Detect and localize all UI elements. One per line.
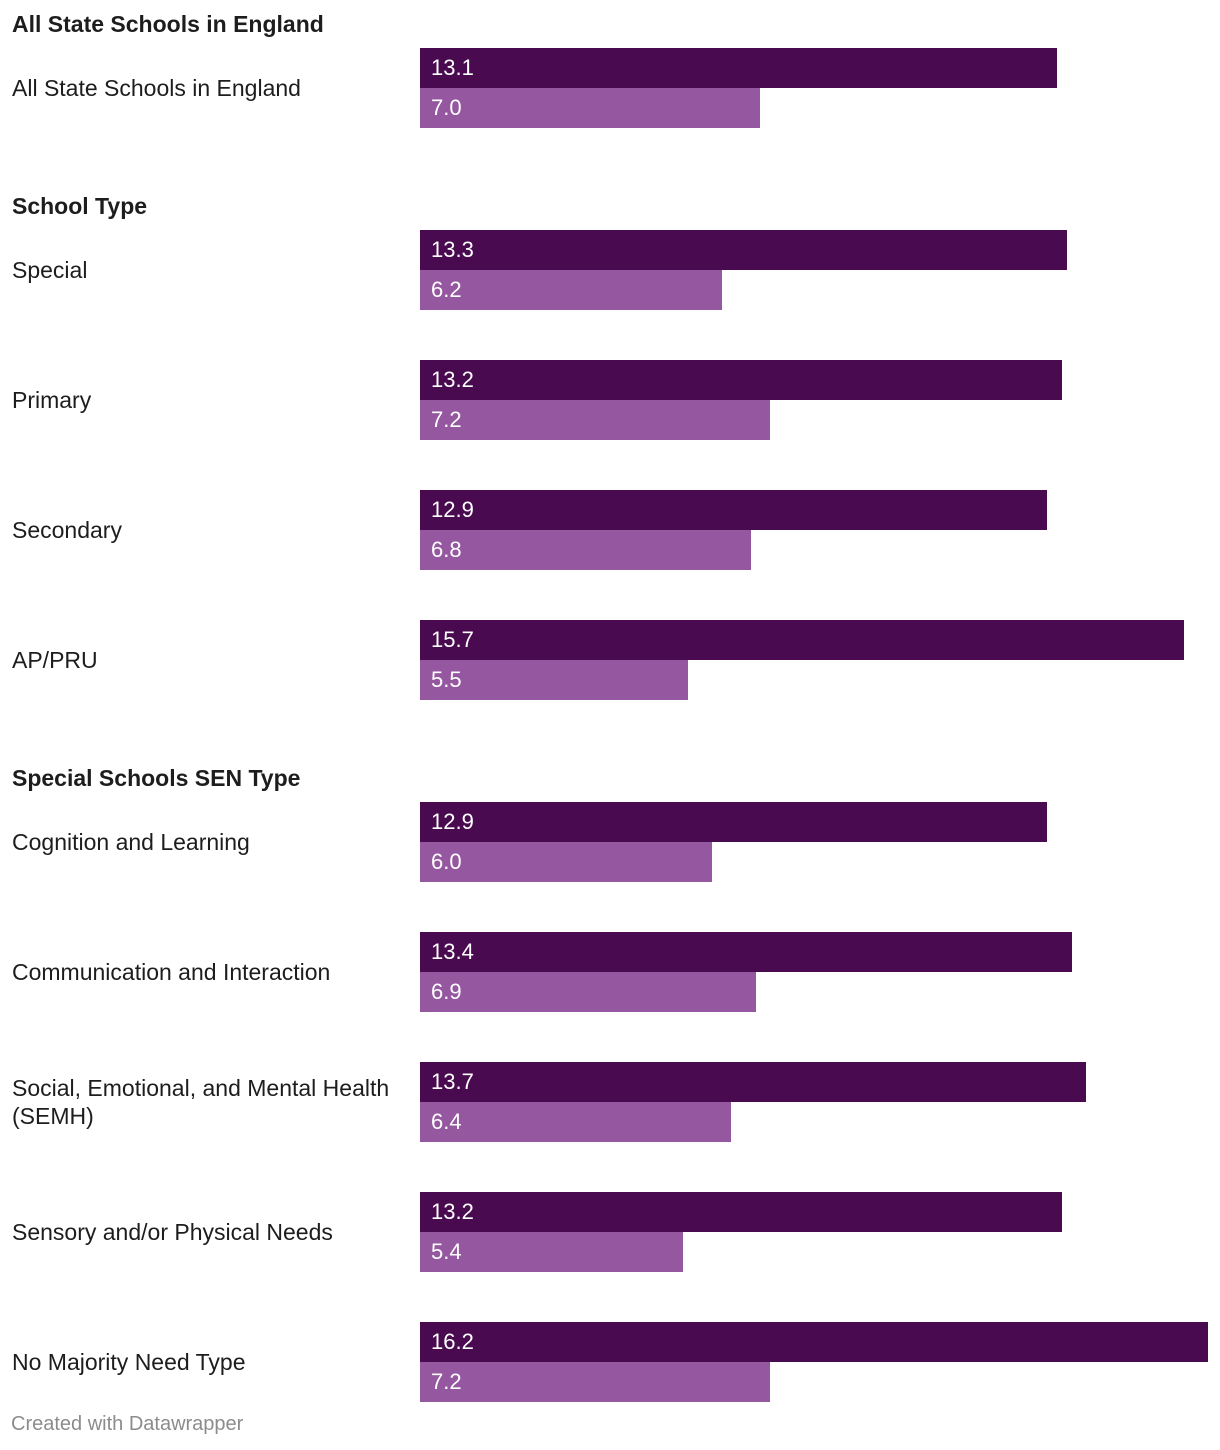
bar-series-1: 13.7	[420, 1062, 1086, 1102]
row-label: Special	[12, 257, 88, 283]
row-label: Secondary	[12, 517, 122, 543]
bar-series-2: 6.0	[420, 842, 712, 882]
bar-series-1: 13.1	[420, 48, 1057, 88]
bar-value-label: 12.9	[431, 497, 474, 522]
bar-value-label: 13.4	[431, 939, 474, 964]
bar-series-2: 6.2	[420, 270, 722, 310]
datawrapper-credit: Created with Datawrapper	[11, 1413, 244, 1435]
group-heading: Special Schools SEN Type	[12, 765, 301, 791]
bar-value-label: 15.7	[431, 627, 474, 652]
bar-value-label: 6.8	[431, 537, 462, 562]
bar-series-1: 15.7	[420, 620, 1184, 660]
group-heading: School Type	[12, 193, 148, 219]
bar-value-label: 5.5	[431, 667, 462, 692]
row-label: All State Schools in England	[12, 75, 301, 101]
bar-series-1: 16.2	[420, 1322, 1208, 1362]
row-label: Social, Emotional, and Mental Health (SE…	[12, 1075, 390, 1129]
bar-value-label: 6.9	[431, 979, 462, 1004]
bar-value-label: 5.4	[431, 1239, 462, 1264]
bar-value-label: 13.1	[431, 55, 474, 80]
row-label: No Majority Need Type	[12, 1349, 246, 1375]
row-label: AP/PRU	[12, 647, 98, 673]
bar-value-label: 7.0	[431, 95, 462, 120]
bar-series-1: 12.9	[420, 490, 1047, 530]
bar-value-label: 16.2	[431, 1329, 474, 1354]
bar-series-2: 6.9	[420, 972, 756, 1012]
bar-value-label: 13.3	[431, 237, 474, 262]
bar-value-label: 7.2	[431, 407, 462, 432]
row-label: Cognition and Learning	[12, 829, 250, 855]
bar-series-1: 13.2	[420, 360, 1062, 400]
group-heading: All State Schools in England	[12, 11, 324, 37]
bar-series-2: 7.2	[420, 1362, 770, 1402]
bar-series-2: 7.0	[420, 88, 760, 128]
bar-series-2: 5.4	[420, 1232, 683, 1272]
bar-value-label: 6.4	[431, 1109, 462, 1134]
bar-series-2: 5.5	[420, 660, 688, 700]
bar-value-label: 12.9	[431, 809, 474, 834]
row-label: Communication and Interaction	[12, 959, 331, 985]
bar-series-1: 13.2	[420, 1192, 1062, 1232]
bar-value-label: 6.2	[431, 277, 462, 302]
bar-series-1: 13.4	[420, 932, 1072, 972]
bar-value-label: 13.2	[431, 1199, 474, 1224]
bar-value-label: 7.2	[431, 1369, 462, 1394]
bar-series-2: 6.8	[420, 530, 751, 570]
bar-value-label: 13.7	[431, 1069, 474, 1094]
row-label: Primary	[12, 387, 92, 413]
row-label: Sensory and/or Physical Needs	[12, 1219, 333, 1245]
bar-value-label: 13.2	[431, 367, 474, 392]
bar-series-2: 6.4	[420, 1102, 731, 1142]
bar-series-1: 12.9	[420, 802, 1047, 842]
bar-value-label: 6.0	[431, 849, 462, 874]
bar-series-1: 13.3	[420, 230, 1067, 270]
bar-series-2: 7.2	[420, 400, 770, 440]
